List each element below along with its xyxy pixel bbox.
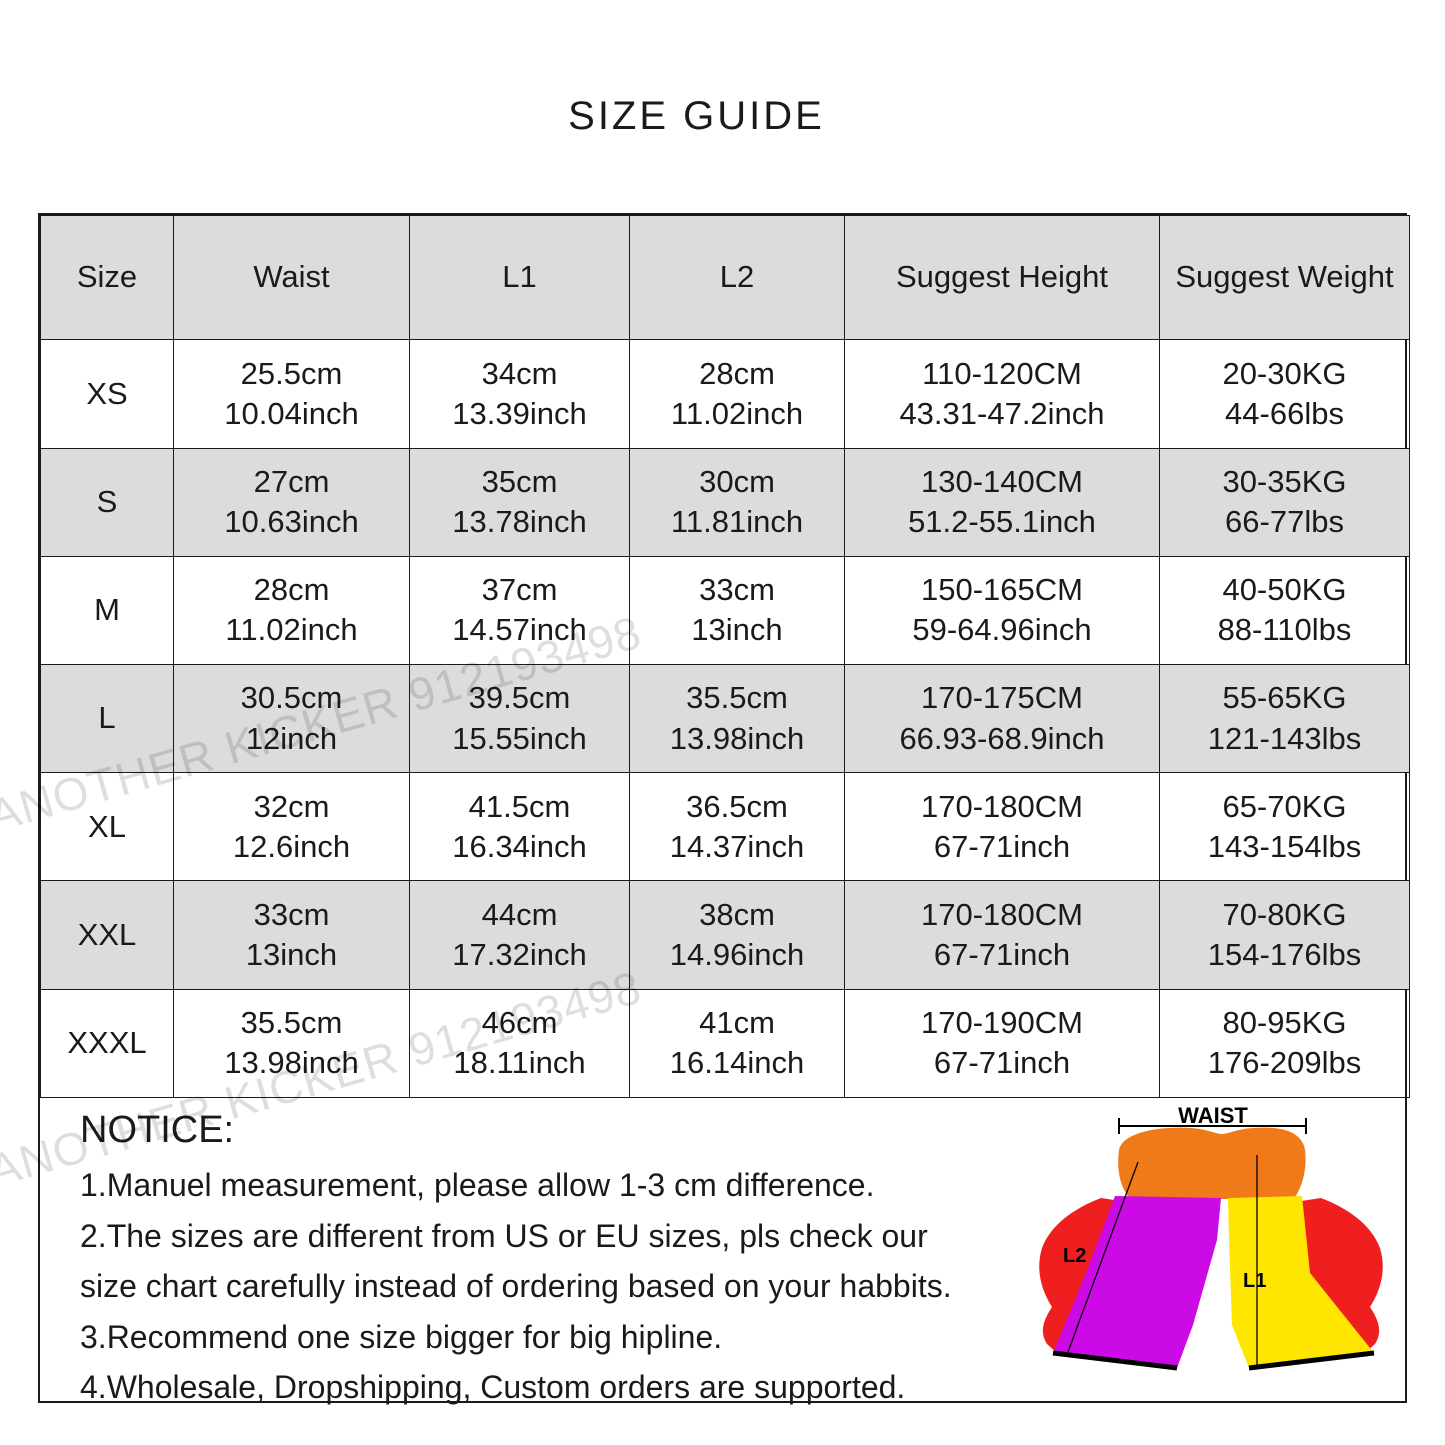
svg-text:WAIST: WAIST xyxy=(1178,1103,1248,1128)
svg-text:L1: L1 xyxy=(1243,1270,1266,1292)
svg-text:L2: L2 xyxy=(1063,1245,1086,1267)
